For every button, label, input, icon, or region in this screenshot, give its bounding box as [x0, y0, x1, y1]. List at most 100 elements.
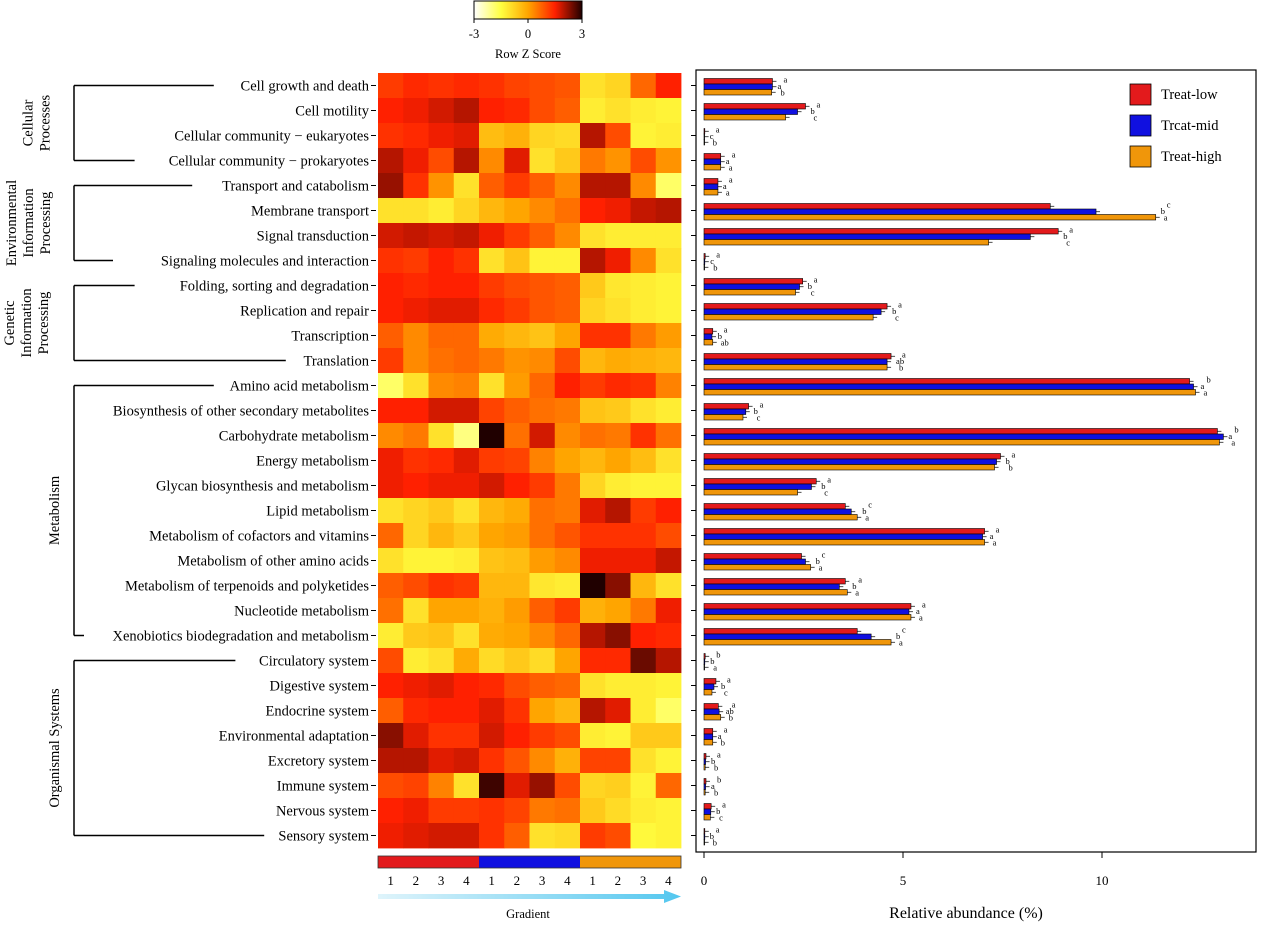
significance-label: a [760, 400, 764, 410]
heatmap-cell [428, 323, 455, 349]
heatmap-cell [630, 573, 657, 599]
heatmap-cell [504, 323, 530, 349]
heatmap-cell [453, 748, 480, 774]
heatmap-cell [605, 623, 631, 649]
significance-label: b [1063, 231, 1067, 241]
heatmap-cell [504, 448, 530, 474]
heatmap-cell [655, 223, 682, 249]
heatmap-cell [378, 473, 404, 499]
heatmap-cell [605, 523, 631, 549]
heatmap-cell [529, 273, 556, 299]
category-label-line: Processing [38, 192, 54, 255]
heatmap-cell [504, 523, 530, 549]
heatmap-cell [378, 598, 404, 624]
bar [703, 164, 722, 171]
significance-label: b [754, 406, 758, 416]
heatmap-cell [630, 623, 657, 649]
heatmap-cell [428, 773, 455, 799]
heatmap-cell [580, 648, 606, 674]
bar [703, 783, 706, 790]
heatmap-cell [580, 298, 606, 324]
heatmap-cell [403, 773, 429, 799]
column-label: 3 [539, 873, 546, 888]
bar [703, 828, 706, 835]
heatmap-cell [378, 148, 404, 174]
heatmap-cell [479, 573, 505, 599]
x-tick-label: 0 [701, 873, 708, 888]
heatmap-cell [630, 148, 657, 174]
heatmap-cell [580, 773, 606, 799]
heatmap-cell [605, 748, 631, 774]
column-label: 4 [564, 873, 571, 888]
heatmap-cell [630, 473, 657, 499]
heatmap-cell [378, 123, 404, 149]
heatmap-cell [479, 648, 505, 674]
heatmap-cell [479, 373, 505, 399]
heatmap-cell [630, 198, 657, 224]
heatmap-cell [403, 648, 429, 674]
heatmap-cell [403, 823, 429, 849]
heatmap-cell [504, 298, 530, 324]
row-label: Transport and catabolism [222, 179, 370, 195]
bar [703, 428, 1218, 435]
heatmap-cell [453, 623, 480, 649]
heatmap-cell [403, 548, 429, 574]
category-label-line: Organismal Systems [47, 688, 63, 808]
heatmap-cell [428, 573, 455, 599]
significance-label: a [922, 600, 926, 610]
significance-label: a [1228, 431, 1232, 441]
heatmap-cell [453, 148, 480, 174]
bar [703, 458, 997, 465]
legend-swatch [1129, 145, 1152, 168]
heatmap-cell [479, 473, 505, 499]
heatmap-cell [479, 123, 505, 149]
row-label: Amino acid metabolism [230, 379, 370, 395]
bar [703, 758, 706, 765]
significance-label: a [726, 188, 730, 198]
significance-label: a [1164, 213, 1168, 223]
heatmap-cell [504, 823, 530, 849]
row-label: Sensory system [278, 829, 369, 845]
significance-label: a [716, 825, 720, 835]
heatmap-cell [378, 573, 404, 599]
heatmap-cell [554, 98, 581, 124]
heatmap-cell [479, 273, 505, 299]
heatmap-cell [630, 798, 657, 824]
heatmap-cell [504, 273, 530, 299]
heatmap-cell [655, 673, 682, 699]
heatmap-cell [554, 723, 581, 749]
significance-label: a [783, 75, 787, 85]
heatmap-cell [403, 123, 429, 149]
row-label: Transcription [291, 329, 369, 345]
row-label: Metabolism of other amino acids [177, 554, 369, 570]
heatmap-cell [504, 748, 530, 774]
heatmap-cell [504, 248, 530, 274]
bar [703, 233, 1031, 240]
significance-label: a [898, 300, 902, 310]
heatmap-cell [504, 473, 530, 499]
significance-label: a [1204, 388, 1208, 398]
heatmap-cell [655, 398, 682, 424]
heatmap-cell [605, 498, 631, 524]
heatmap-cell [630, 448, 657, 474]
heatmap-cell [529, 698, 556, 724]
heatmap-cell [580, 323, 606, 349]
heatmap-cell [504, 598, 530, 624]
heatmap-cell [479, 623, 505, 649]
color-key-title: Row Z Score [495, 47, 561, 61]
heatmap-cell [605, 723, 631, 749]
heatmap-cell [554, 198, 581, 224]
heatmap-cell [504, 798, 530, 824]
row-label: Replication and repair [240, 304, 369, 320]
row-label: Cellular community − eukaryotes [174, 129, 369, 145]
heatmap-cell [428, 823, 455, 849]
heatmap-cell [655, 273, 682, 299]
bar [703, 683, 715, 690]
heatmap-cell [403, 423, 429, 449]
heatmap-cell [479, 723, 505, 749]
bar [703, 764, 706, 771]
heatmap-cell [605, 348, 631, 374]
column-label: 2 [615, 873, 622, 888]
heatmap-cell [655, 198, 682, 224]
bar [703, 314, 874, 321]
